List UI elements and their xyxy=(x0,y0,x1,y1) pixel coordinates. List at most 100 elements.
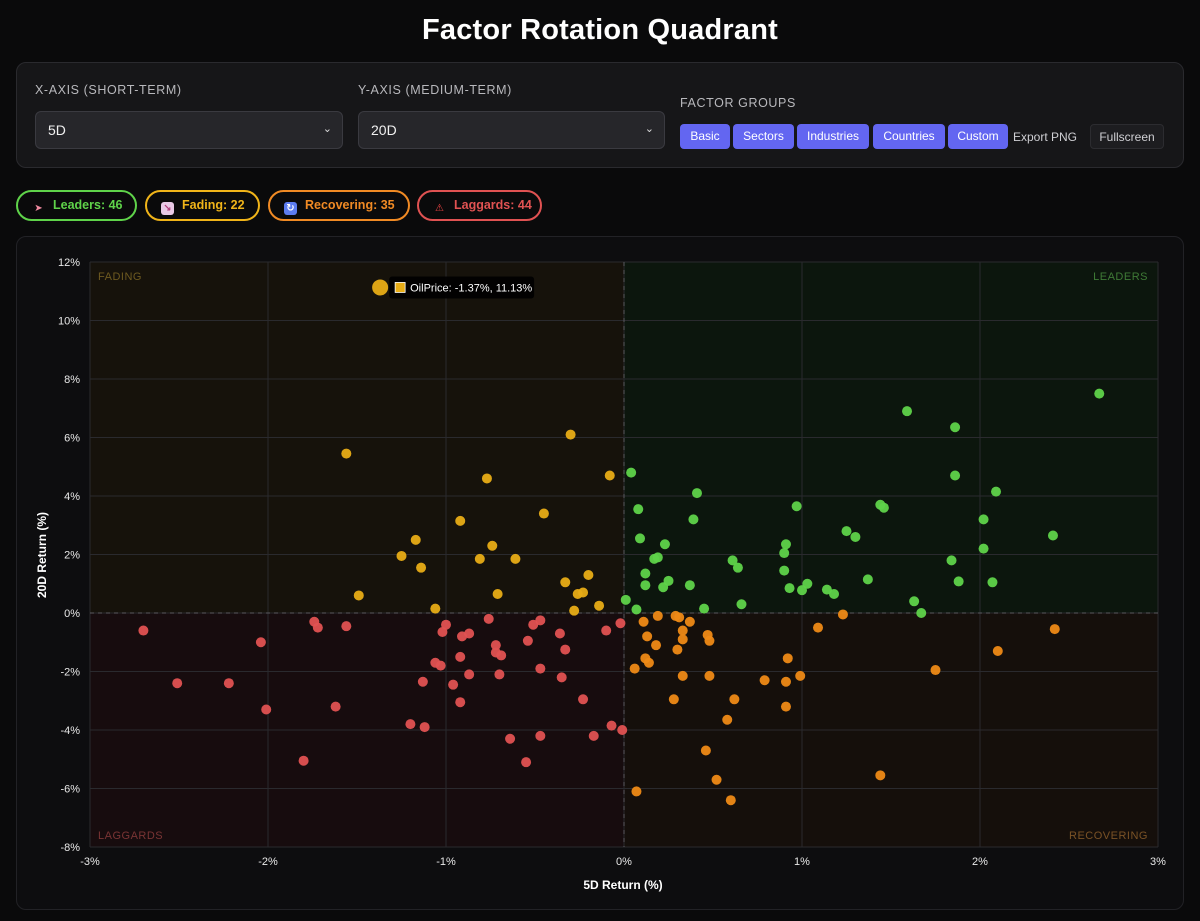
point-laggards[interactable] xyxy=(617,725,628,735)
point-recovering[interactable] xyxy=(642,631,653,642)
point-recovering[interactable] xyxy=(711,774,722,785)
point-leaders[interactable] xyxy=(779,548,790,559)
x-axis-select[interactable]: 5D ⌄ xyxy=(35,111,343,149)
point-leaders[interactable] xyxy=(978,543,989,554)
point-recovering[interactable] xyxy=(1049,624,1060,635)
point-leaders[interactable] xyxy=(950,422,961,433)
point-leaders[interactable] xyxy=(688,514,699,525)
highlighted-point[interactable] xyxy=(372,279,389,296)
point-recovering[interactable] xyxy=(704,635,715,646)
point-laggards[interactable] xyxy=(535,615,546,626)
point-laggards[interactable] xyxy=(312,622,323,633)
point-fading[interactable] xyxy=(341,448,352,459)
point-laggards[interactable] xyxy=(606,720,617,731)
point-laggards[interactable] xyxy=(554,628,565,639)
point-leaders[interactable] xyxy=(953,576,964,587)
point-leaders[interactable] xyxy=(659,539,670,550)
point-laggards[interactable] xyxy=(417,676,428,687)
point-laggards[interactable] xyxy=(138,625,149,636)
point-laggards[interactable] xyxy=(601,625,612,636)
point-recovering[interactable] xyxy=(631,786,642,797)
point-recovering[interactable] xyxy=(700,745,711,756)
point-leaders[interactable] xyxy=(736,599,747,610)
point-laggards[interactable] xyxy=(464,628,475,639)
point-fading[interactable] xyxy=(594,600,605,611)
point-recovering[interactable] xyxy=(677,670,688,681)
point-leaders[interactable] xyxy=(902,406,913,417)
point-fading[interactable] xyxy=(455,515,466,526)
point-laggards[interactable] xyxy=(172,678,183,689)
point-fading[interactable] xyxy=(481,473,492,484)
point-fading[interactable] xyxy=(487,540,498,551)
point-leaders[interactable] xyxy=(780,539,791,550)
point-recovering[interactable] xyxy=(672,644,683,655)
point-laggards[interactable] xyxy=(505,733,516,744)
y-axis-select[interactable]: 20D ⌄ xyxy=(358,111,665,149)
point-leaders[interactable] xyxy=(878,502,889,513)
point-fading[interactable] xyxy=(353,590,364,601)
point-laggards[interactable] xyxy=(578,694,589,705)
point-fading[interactable] xyxy=(578,587,589,598)
scatter-chart[interactable]: -3% -2% -1% 0% 1% 2% 3% 12% 10% 8% 6% 4% 2% 0% -2% -4% -… xyxy=(17,237,1185,911)
group-button-basic[interactable]: Basic xyxy=(680,124,730,149)
point-laggards[interactable] xyxy=(255,637,266,648)
point-fading[interactable] xyxy=(430,603,441,614)
fading-badge[interactable]: ↘ Fading: 22 xyxy=(145,190,260,221)
point-laggards[interactable] xyxy=(483,613,494,624)
point-recovering[interactable] xyxy=(729,694,740,705)
point-recovering[interactable] xyxy=(837,609,848,620)
point-recovering[interactable] xyxy=(780,676,791,687)
point-recovering[interactable] xyxy=(652,610,663,621)
point-leaders[interactable] xyxy=(987,577,998,588)
point-laggards[interactable] xyxy=(341,621,352,632)
point-fading[interactable] xyxy=(604,470,615,481)
leaders-badge[interactable]: ➤ Leaders: 46 xyxy=(16,190,137,221)
point-recovering[interactable] xyxy=(725,795,736,806)
point-recovering[interactable] xyxy=(674,612,685,623)
point-leaders[interactable] xyxy=(916,608,927,618)
point-recovering[interactable] xyxy=(780,701,791,712)
point-leaders[interactable] xyxy=(684,580,695,591)
point-recovering[interactable] xyxy=(677,625,688,636)
point-fading[interactable] xyxy=(583,569,594,580)
point-leaders[interactable] xyxy=(640,580,651,591)
point-fading[interactable] xyxy=(560,577,571,588)
point-leaders[interactable] xyxy=(1094,388,1105,399)
point-leaders[interactable] xyxy=(784,583,795,594)
point-leaders[interactable] xyxy=(791,501,802,512)
point-recovering[interactable] xyxy=(629,663,640,674)
point-recovering[interactable] xyxy=(684,616,695,627)
laggards-badge[interactable]: ⚠ Laggards: 44 xyxy=(417,190,542,221)
group-button-custom[interactable]: Custom xyxy=(948,124,1008,149)
point-laggards[interactable] xyxy=(419,722,430,733)
point-leaders[interactable] xyxy=(626,467,637,478)
point-leaders[interactable] xyxy=(841,526,852,537)
point-laggards[interactable] xyxy=(261,704,272,715)
point-laggards[interactable] xyxy=(496,650,507,661)
point-fading[interactable] xyxy=(565,429,576,440)
point-laggards[interactable] xyxy=(298,755,309,766)
point-laggards[interactable] xyxy=(223,678,234,689)
point-leaders[interactable] xyxy=(727,555,738,566)
point-recovering[interactable] xyxy=(722,714,733,725)
point-laggards[interactable] xyxy=(448,679,459,690)
point-laggards[interactable] xyxy=(455,651,466,662)
point-leaders[interactable] xyxy=(699,603,710,614)
point-fading[interactable] xyxy=(538,508,549,519)
point-leaders[interactable] xyxy=(991,486,1002,497)
point-recovering[interactable] xyxy=(930,665,941,676)
point-fading[interactable] xyxy=(492,588,503,599)
point-laggards[interactable] xyxy=(522,635,533,646)
point-leaders[interactable] xyxy=(946,555,957,566)
point-leaders[interactable] xyxy=(633,504,644,515)
point-laggards[interactable] xyxy=(521,757,532,768)
point-recovering[interactable] xyxy=(813,622,824,633)
point-laggards[interactable] xyxy=(490,640,501,651)
point-leaders[interactable] xyxy=(732,562,743,573)
point-fading[interactable] xyxy=(410,534,421,545)
point-leaders[interactable] xyxy=(909,596,920,607)
point-fading[interactable] xyxy=(396,550,407,561)
point-fading[interactable] xyxy=(510,553,521,564)
point-recovering[interactable] xyxy=(875,770,886,781)
export-png-button[interactable]: Export PNG xyxy=(1012,130,1078,144)
